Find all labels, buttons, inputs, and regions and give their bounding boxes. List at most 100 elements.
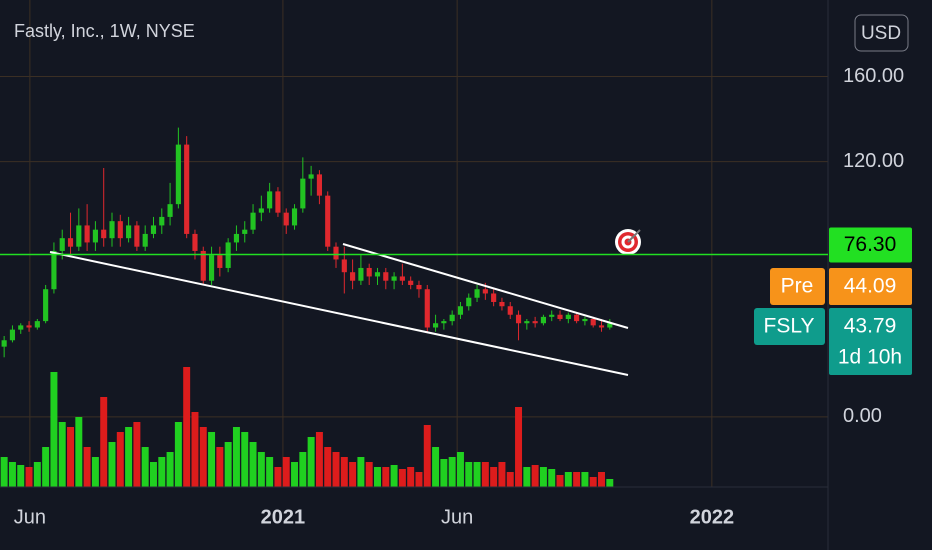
volume-bar (432, 447, 440, 487)
candle-body (150, 225, 157, 234)
badge-name: Pre (781, 275, 814, 298)
candle-body (350, 272, 356, 281)
volume-bar (141, 447, 149, 487)
volume-bar (307, 437, 315, 487)
volume-bar (415, 472, 423, 487)
candle-body (59, 238, 65, 251)
price-labels: 160.00 120.00 0.00 Jun 2021 Jun 2022 (14, 65, 904, 528)
badge-name: FSLY (764, 315, 815, 338)
x-tick-label: 2021 (261, 506, 306, 528)
y-tick-label: 160.00 (843, 65, 904, 87)
candle-body (466, 297, 472, 307)
currency-box[interactable] (854, 14, 909, 52)
candle-body (84, 225, 90, 243)
candle-body (499, 301, 505, 307)
volume-bar (407, 467, 415, 487)
candle-body (424, 289, 430, 328)
price-tag (829, 227, 912, 263)
volume-bar (473, 462, 481, 487)
candle-body (184, 144, 190, 234)
price-tag-text: 76.30 (844, 233, 897, 256)
candle-body (540, 316, 546, 324)
volume-bar (166, 452, 174, 487)
volume-pane (0, 367, 614, 487)
candle-body (383, 272, 389, 281)
volume-bar (116, 432, 124, 487)
badge-countdown: 1d 10h (838, 346, 902, 369)
candle-body (18, 325, 24, 330)
volume-bar (581, 472, 589, 487)
volume-bar (83, 447, 91, 487)
candle-body (258, 208, 264, 213)
candle-body (416, 284, 422, 290)
currency[interactable]: USD (861, 23, 901, 44)
candle-body (192, 233, 198, 251)
volume-bar (8, 462, 16, 487)
candle-body (34, 321, 40, 328)
volume-bar (232, 427, 240, 487)
badge-name-box (754, 308, 825, 345)
candle-body (134, 225, 140, 247)
candle-body (159, 216, 165, 226)
volume-bar (17, 465, 25, 487)
volume-bar (50, 372, 58, 487)
candle-body (101, 229, 107, 239)
candle-body (482, 289, 488, 294)
candle-body (474, 289, 480, 298)
candle-body (26, 325, 32, 328)
candle-body (9, 329, 16, 341)
candle-body (549, 314, 555, 317)
volume-bar (0, 457, 8, 487)
candle-body (574, 314, 580, 322)
badge-name-box (770, 268, 825, 305)
candle-body (316, 174, 322, 196)
candle-body (391, 276, 397, 281)
volume-bar (349, 462, 357, 487)
volume-bar (465, 462, 473, 487)
volume-bar (332, 452, 340, 487)
volume-bar (266, 457, 274, 487)
volume-bar (573, 472, 581, 487)
candle-body (167, 204, 173, 217)
volume-bar (598, 472, 605, 487)
volume-bar (241, 432, 249, 487)
volume-bar (100, 397, 108, 487)
volume-bar (25, 467, 33, 487)
volume-bar (365, 462, 373, 487)
volume-bar (548, 469, 556, 487)
volume-bar (133, 422, 141, 487)
candle-body (109, 221, 115, 239)
x-tick-label: 2022 (690, 506, 735, 528)
candle-body (598, 325, 605, 328)
volume-bar (481, 462, 489, 487)
candle-body (532, 321, 538, 324)
volume-bar (249, 442, 257, 487)
volume-bar (150, 462, 157, 487)
volume-bar (324, 447, 332, 487)
volume-bar (440, 459, 448, 487)
candle-body (366, 267, 372, 277)
badge-box (829, 308, 912, 375)
x-tick-label: Jun (441, 506, 473, 528)
candle-body (565, 314, 571, 319)
candle-body (67, 238, 74, 247)
volume-bar (58, 422, 66, 487)
volume-bar (490, 467, 498, 487)
volume-bar (382, 467, 390, 487)
badge-text: 43.79 (844, 315, 897, 338)
upper-trendline (342, 243, 629, 329)
volume-bar (315, 432, 323, 487)
candle-body (374, 272, 381, 277)
volume-bar (357, 457, 365, 487)
volume-bar (158, 457, 166, 487)
volume-bar (556, 475, 564, 487)
volume-bar (208, 432, 216, 487)
candle-body (491, 293, 497, 302)
candle-body (208, 255, 215, 281)
volume-bar (33, 462, 41, 487)
volume-bar (257, 452, 265, 487)
candle-body (1, 340, 7, 347)
candle-body (325, 195, 331, 247)
candle-body (582, 318, 588, 322)
volume-bar (390, 465, 398, 487)
